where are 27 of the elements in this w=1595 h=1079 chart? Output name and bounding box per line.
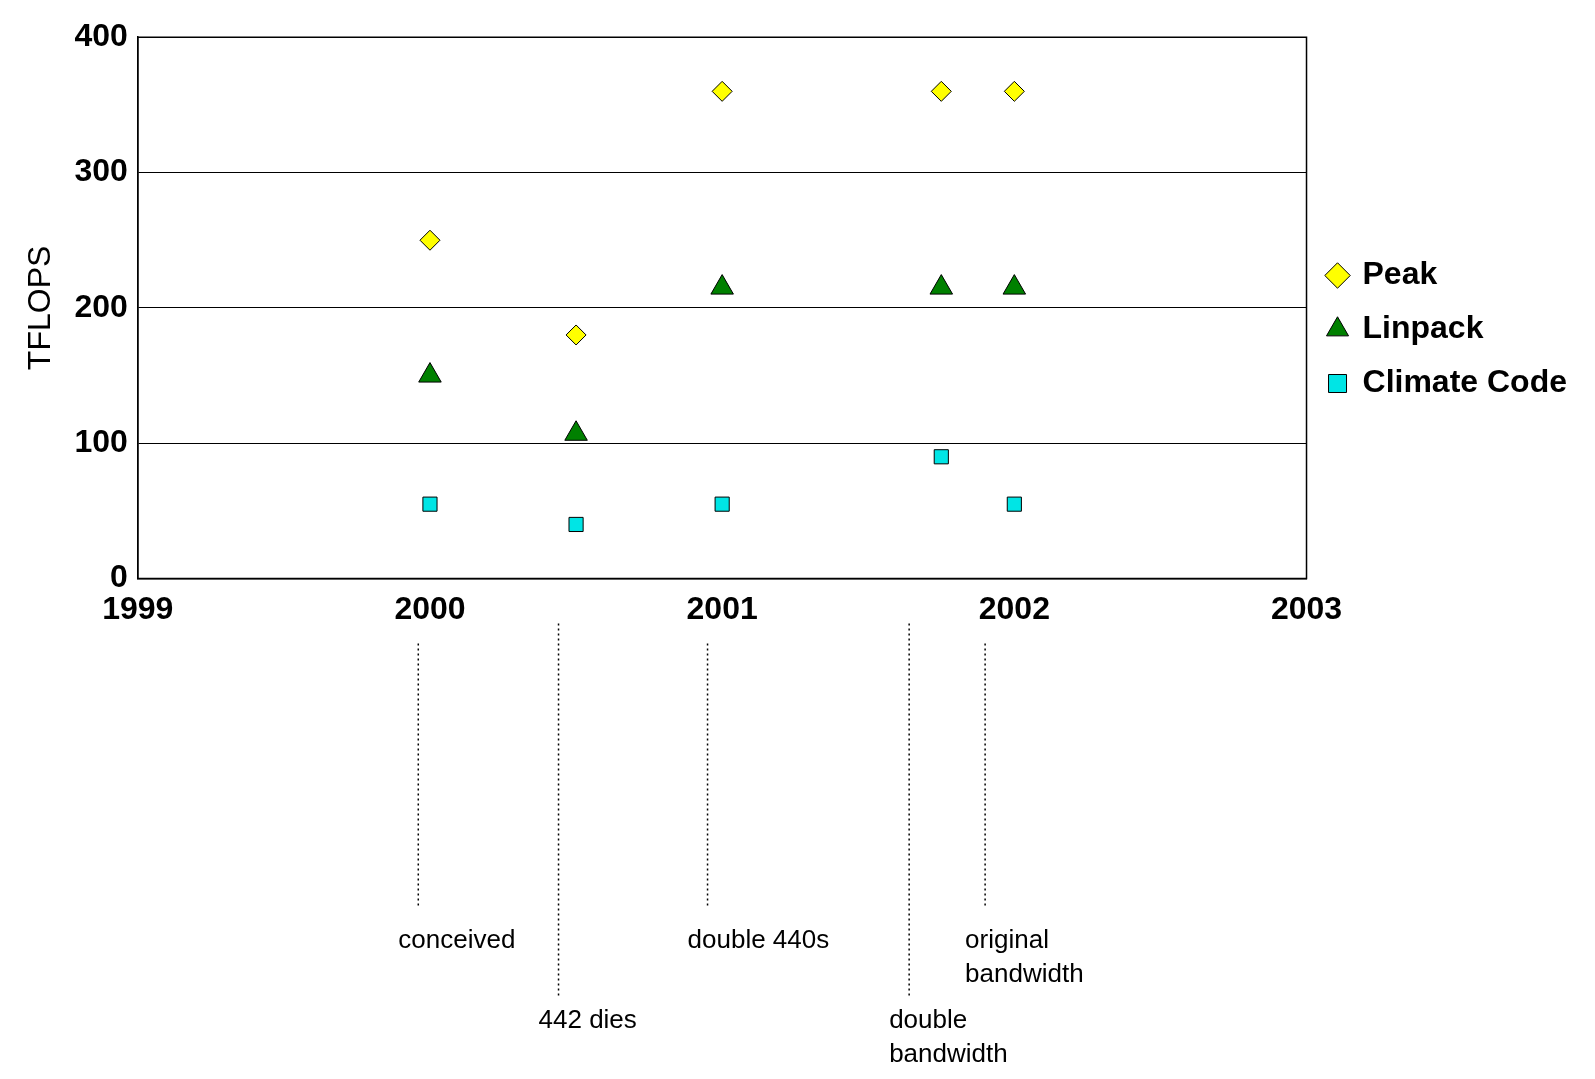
ref-line-label: conceived — [398, 924, 516, 955]
legend-label: Linpack — [1362, 309, 1484, 346]
y-tick-label: 100 — [74, 423, 128, 460]
point — [1006, 496, 1022, 512]
x-tick-label: 2000 — [394, 589, 466, 626]
point — [565, 324, 587, 346]
point — [568, 516, 584, 533]
x-tick-label: 2003 — [1270, 589, 1343, 626]
ref-line-label: original bandwidth — [965, 924, 1084, 989]
legend-label: Peak — [1362, 255, 1438, 292]
ref-line-label: 442 dies — [538, 1004, 637, 1035]
ref-line-label: double 440s — [687, 924, 830, 955]
point — [422, 496, 438, 512]
y-tick-label: 300 — [74, 152, 128, 189]
legend-label: Climate Code — [1362, 363, 1567, 400]
y-tick-label: 400 — [74, 17, 128, 54]
y-tick-label: 200 — [74, 287, 128, 324]
point — [711, 80, 733, 102]
point — [933, 449, 949, 465]
point — [1003, 80, 1025, 102]
y-axis-title: TFLOPS — [21, 245, 58, 371]
ref-line-label: double bandwidth — [889, 1004, 1008, 1069]
point — [714, 496, 730, 512]
x-tick-label: 2002 — [978, 589, 1050, 626]
point — [419, 229, 441, 251]
point — [930, 80, 952, 102]
x-tick-label: 2001 — [686, 589, 758, 626]
